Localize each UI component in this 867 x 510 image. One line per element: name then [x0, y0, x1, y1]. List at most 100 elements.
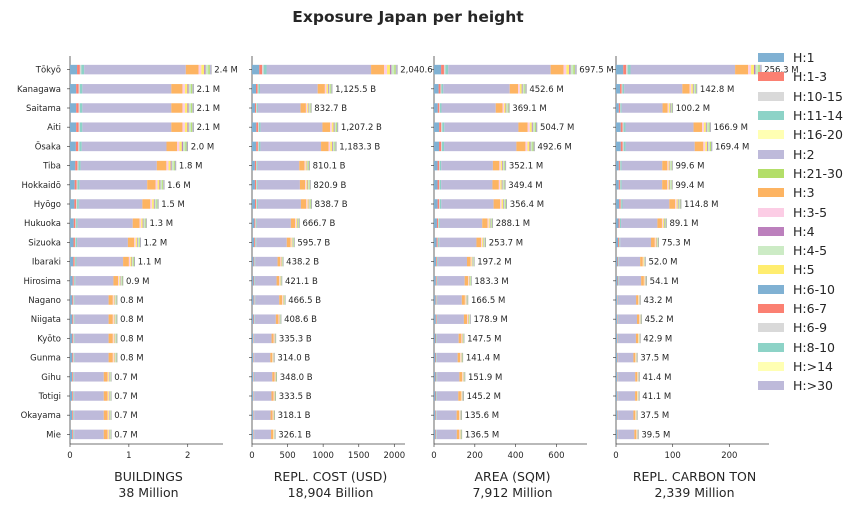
bar-segment: [254, 391, 272, 401]
bar-segment: [508, 103, 510, 113]
legend-label: H:2: [793, 146, 815, 162]
bar-segment: [187, 103, 189, 113]
bar-segment: [460, 352, 462, 363]
bar-segment: [677, 199, 679, 209]
bar-segment: [616, 84, 621, 94]
bar-segment: [509, 84, 519, 94]
legend-label: H:8-10: [793, 339, 835, 355]
bar-segment: [122, 276, 123, 286]
bar-segment: [254, 276, 255, 286]
bar-segment: [74, 256, 76, 267]
bar-segment: [155, 180, 158, 190]
bar-segment: [286, 237, 291, 248]
bar-value-label: 0.7 M: [114, 392, 138, 402]
bar-segment: [328, 84, 329, 94]
bar-segment: [435, 391, 437, 401]
bar-segment: [641, 276, 644, 286]
bar-segment: [618, 256, 641, 267]
bar-segment: [434, 122, 440, 132]
bar-value-label: 135.6 M: [465, 411, 499, 421]
legend-item: H:11-14: [758, 106, 866, 125]
bar-segment: [159, 180, 161, 190]
bar-segment: [152, 199, 154, 209]
bar-segment: [336, 122, 338, 132]
bar-segment: [505, 103, 507, 113]
bar-segment: [135, 237, 138, 248]
bar-segment: [705, 122, 707, 132]
bar-segment: [300, 199, 307, 209]
bar-segment: [434, 64, 442, 75]
bar-segment: [254, 276, 277, 286]
bar-segment: [130, 256, 132, 267]
bar-segment: [671, 180, 673, 190]
bar-segment: [438, 237, 440, 248]
bar-segment: [389, 64, 392, 75]
y-tick-label: Kyōto: [37, 334, 61, 344]
bar-segment: [108, 314, 113, 324]
bar-segment: [253, 314, 255, 324]
bar-segment: [616, 103, 619, 113]
bar-segment: [70, 391, 73, 401]
bar-segment: [330, 122, 332, 132]
bar-segment: [753, 64, 756, 75]
bar-segment: [334, 141, 336, 152]
bar-value-label: 352.1 M: [509, 162, 543, 172]
legend-item: H:3: [758, 183, 866, 202]
bar-segment: [171, 160, 174, 171]
bar-segment: [618, 352, 634, 363]
bar-segment: [616, 410, 618, 420]
bar-segment: [310, 103, 312, 113]
bar-segment: [444, 141, 517, 152]
bar-segment: [252, 141, 257, 152]
bar-segment: [467, 314, 468, 324]
bar-segment: [281, 256, 283, 267]
bar-value-label: 348.0 B: [280, 373, 313, 383]
bar-segment: [334, 122, 337, 132]
bar-segment: [337, 122, 338, 132]
bar-segment: [171, 122, 183, 132]
x-tick-label: 200: [721, 451, 737, 461]
bar-segment: [74, 352, 109, 363]
bar-segment: [76, 103, 79, 113]
bar-segment: [668, 103, 670, 113]
legend-swatch: [758, 361, 784, 371]
bar-segment: [72, 372, 73, 382]
bar-segment: [271, 333, 274, 344]
bar-segment: [501, 199, 504, 209]
bar-segment: [643, 276, 645, 286]
bar-segment: [619, 237, 621, 248]
bar-value-label: 369.1 M: [512, 104, 546, 114]
bar-segment: [506, 103, 508, 113]
bar-value-label: 75.3 M: [662, 238, 691, 248]
bar-segment: [616, 372, 618, 382]
bar-segment: [307, 103, 309, 113]
bar-segment: [618, 103, 620, 113]
bar-segment: [529, 122, 532, 132]
legend-swatch: [758, 246, 784, 256]
bar-segment: [201, 64, 205, 75]
bar-segment: [256, 160, 258, 171]
bar-segment: [73, 352, 75, 363]
bar-segment: [667, 103, 669, 113]
bar-segment: [108, 372, 110, 382]
bar-segment: [680, 199, 682, 209]
bar-segment: [107, 429, 109, 440]
bar-segment: [507, 103, 509, 113]
bar-segment: [434, 391, 436, 401]
bar-segment: [618, 391, 636, 401]
bar-segment: [257, 84, 259, 94]
bar-segment: [73, 256, 75, 267]
bar-segment: [669, 103, 671, 113]
bar-value-label: 141.4 M: [466, 354, 500, 364]
bar-segment: [254, 295, 256, 305]
bar-segment: [465, 295, 467, 305]
bar-segment: [299, 160, 305, 171]
bar-segment: [437, 180, 439, 190]
bar-segment: [73, 410, 75, 420]
bar-segment: [522, 84, 525, 94]
bar-segment: [305, 103, 308, 113]
bar-segment: [73, 276, 75, 286]
bar-segment: [437, 103, 440, 113]
bar-segment: [616, 276, 618, 286]
bar-value-label: 288.1 M: [496, 219, 530, 229]
